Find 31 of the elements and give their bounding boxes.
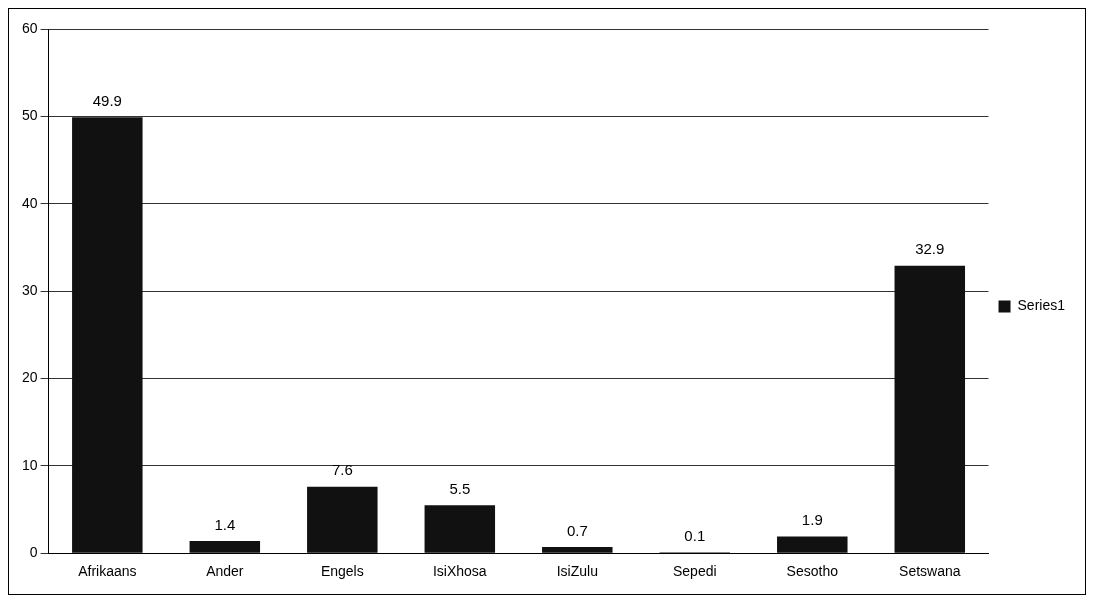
bar [307,486,378,553]
x-tick-label: IsiXhosa [432,563,487,580]
data-label: 49.9 [92,91,122,109]
data-label: 32.9 [915,240,945,258]
legend-label: Series1 [1017,297,1066,314]
bar [894,265,966,553]
data-label: 5.5 [449,479,471,497]
bar [189,540,261,553]
y-tick-label: 50 [21,107,38,124]
data-label: 0.7 [566,521,588,539]
y-tick-label: 60 [21,19,38,36]
y-tick-label: 0 [29,544,38,561]
y-tick-label: 40 [21,194,38,211]
bar [542,547,613,553]
x-tick-label: Afrikaans [78,563,137,580]
x-tick-label: Engels [320,563,364,580]
bar [72,117,143,553]
y-tick-label: 30 [21,281,38,298]
x-tick-label: Setswana [899,563,961,580]
y-tick-label: 10 [21,456,38,473]
data-label: 1.9 [801,511,823,529]
bar [777,536,848,553]
bar [424,505,496,553]
x-tick-label: Ander [206,563,244,580]
x-tick-label: Sesotho [786,563,839,580]
data-label: 0.1 [684,526,706,544]
y-tick-label: 20 [21,369,38,386]
x-tick-label: IsiZulu [556,563,598,580]
data-label: 1.4 [214,515,236,533]
data-label: 7.6 [331,461,353,479]
x-tick-label: Sepedi [673,563,717,580]
